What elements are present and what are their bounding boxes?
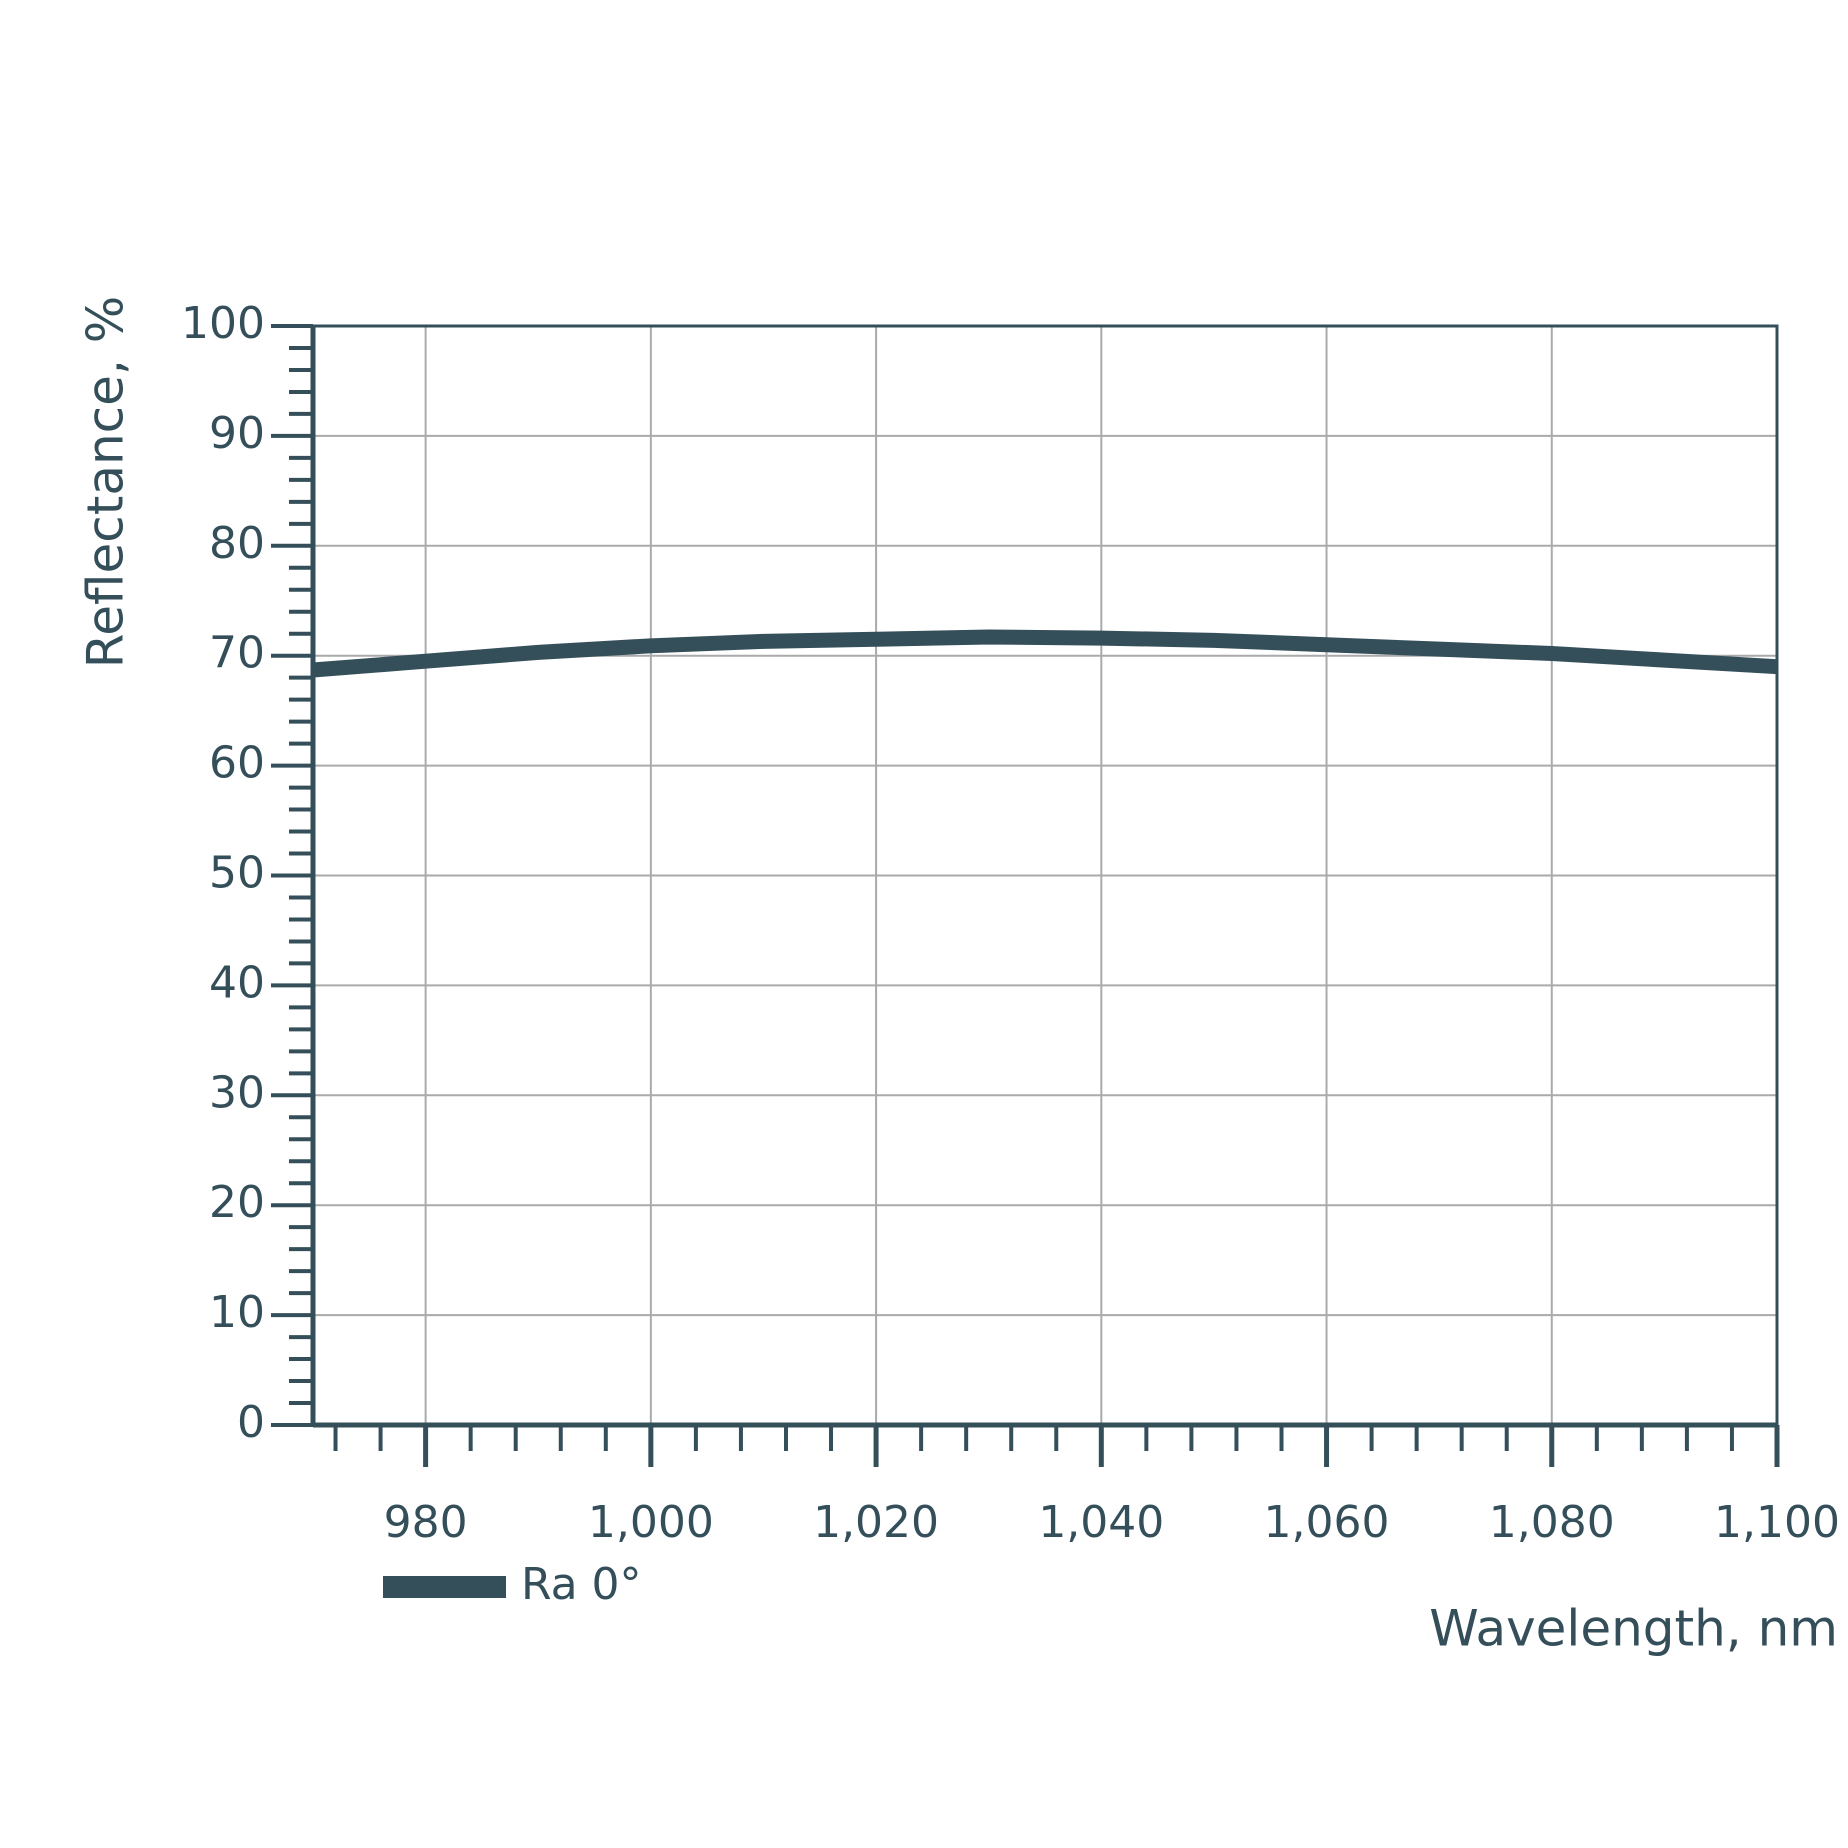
y-tick-label: 10: [209, 1287, 265, 1338]
legend-label: Ra 0°: [521, 1559, 642, 1610]
x-tick-label: 1,000: [588, 1497, 714, 1548]
x-tick-label: 1,020: [813, 1497, 939, 1548]
y-tick-label: 70: [209, 628, 265, 679]
x-tick-label: 1,100: [1714, 1497, 1840, 1548]
x-tick-label: 1,040: [1038, 1497, 1164, 1548]
x-tick-label: 980: [384, 1497, 468, 1548]
x-tick-label: 1,080: [1489, 1497, 1615, 1548]
x-axis-title: Wavelength, nm: [1429, 1600, 1838, 1658]
y-tick-label: 90: [209, 408, 265, 459]
y-tick-label: 50: [209, 848, 265, 899]
y-tick-label: 20: [209, 1177, 265, 1228]
y-tick-label: 100: [181, 298, 265, 349]
y-tick-label: 30: [209, 1067, 265, 1118]
y-tick-label: 0: [237, 1397, 265, 1448]
series-line: [312, 629, 1778, 678]
x-tick-label: 1,060: [1264, 1497, 1390, 1548]
y-tick-label: 80: [209, 518, 265, 569]
y-tick-label: 60: [209, 738, 265, 789]
y-tick-label: 40: [209, 957, 265, 1008]
y-axis-title: Reflectance, %: [77, 296, 135, 669]
